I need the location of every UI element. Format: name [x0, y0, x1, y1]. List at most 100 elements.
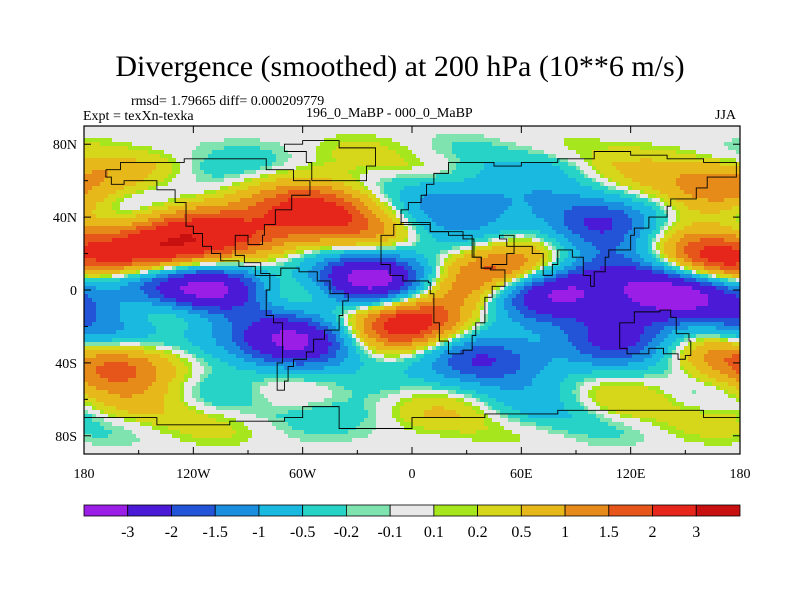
field-cell: [224, 162, 229, 167]
field-cell: [644, 150, 649, 155]
field-cell: [184, 150, 189, 155]
field-cell: [260, 166, 265, 171]
field-cell: [348, 206, 353, 211]
field-cell: [212, 186, 217, 191]
field-cell: [516, 162, 521, 167]
field-cell: [708, 150, 713, 155]
field-cell: [208, 142, 213, 147]
field-cell: [540, 174, 545, 179]
field-cell: [536, 174, 541, 179]
field-cell: [676, 174, 681, 179]
field-cell: [664, 150, 669, 155]
field-cell: [432, 138, 437, 143]
field-cell: [148, 174, 153, 179]
field-cell: [212, 242, 217, 247]
field-cell: [504, 198, 509, 203]
field-cell: [288, 234, 293, 239]
field-cell: [336, 126, 341, 131]
field-cell: [568, 194, 573, 199]
field-cell: [116, 162, 121, 167]
field-cell: [432, 238, 437, 243]
field-cell: [292, 190, 297, 195]
field-cell: [720, 138, 725, 143]
field-cell: [324, 206, 329, 211]
field-cell: [532, 182, 537, 187]
field-cell: [584, 242, 589, 247]
field-cell: [580, 150, 585, 155]
field-cell: [248, 138, 253, 143]
field-cell: [104, 218, 109, 223]
field-cell: [340, 134, 345, 139]
field-cell: [116, 142, 121, 147]
field-cell: [484, 142, 489, 147]
field-cell: [232, 150, 237, 155]
field-cell: [176, 178, 181, 183]
field-cell: [108, 166, 113, 171]
field-cell: [444, 134, 449, 139]
field-cell: [96, 226, 101, 231]
field-cell: [128, 246, 133, 251]
field-cell: [476, 170, 481, 175]
field-cell: [256, 194, 261, 199]
field-cell: [404, 138, 409, 143]
field-cell: [92, 230, 97, 235]
field-cell: [364, 130, 369, 135]
field-cell: [392, 126, 397, 131]
season-label: JJA: [715, 108, 737, 123]
field-cell: [336, 238, 341, 243]
field-cell: [232, 134, 237, 139]
field-cell: [604, 226, 609, 231]
field-cell: [260, 130, 265, 135]
field-cell: [548, 202, 553, 207]
field-cell: [324, 194, 329, 199]
field-cell: [472, 222, 477, 227]
field-cell: [132, 174, 137, 179]
field-cell: [148, 142, 153, 147]
field-cell: [708, 238, 713, 243]
field-cell: [436, 230, 441, 235]
field-cell: [488, 158, 493, 163]
field-cell: [524, 182, 529, 187]
field-cell: [432, 234, 437, 239]
field-cell: [216, 126, 221, 131]
field-cell: [444, 158, 449, 163]
field-cell: [688, 198, 693, 203]
field-cell: [568, 142, 573, 147]
field-cell: [188, 134, 193, 139]
field-cell: [696, 210, 701, 215]
field-cell: [292, 242, 297, 247]
field-cell: [320, 230, 325, 235]
field-cell: [120, 126, 125, 131]
field-cell: [688, 182, 693, 187]
field-cell: [208, 154, 213, 159]
field-cell: [368, 238, 373, 243]
field-cell: [116, 210, 121, 215]
field-cell: [456, 158, 461, 163]
field-cell: [184, 234, 189, 239]
field-cell: [616, 166, 621, 171]
field-cell: [588, 242, 593, 247]
field-cell: [116, 214, 121, 219]
field-cell: [400, 202, 405, 207]
field-cell: [244, 174, 249, 179]
field-cell: [360, 150, 365, 155]
field-cell: [164, 242, 169, 247]
field-cell: [100, 246, 105, 251]
field-cell: [500, 166, 505, 171]
field-cell: [660, 154, 665, 159]
field-cell: [640, 166, 645, 171]
field-cell: [460, 162, 465, 167]
field-cell: [608, 198, 613, 203]
field-cell: [124, 174, 129, 179]
field-cell: [96, 154, 101, 159]
field-cell: [140, 202, 145, 207]
field-cell: [256, 214, 261, 219]
field-cell: [560, 210, 565, 215]
field-cell: [520, 238, 525, 243]
field-cell: [136, 218, 141, 223]
field-cell: [304, 182, 309, 187]
field-cell: [620, 218, 625, 223]
field-cell: [644, 174, 649, 179]
field-cell: [480, 154, 485, 159]
field-cell: [700, 174, 705, 179]
